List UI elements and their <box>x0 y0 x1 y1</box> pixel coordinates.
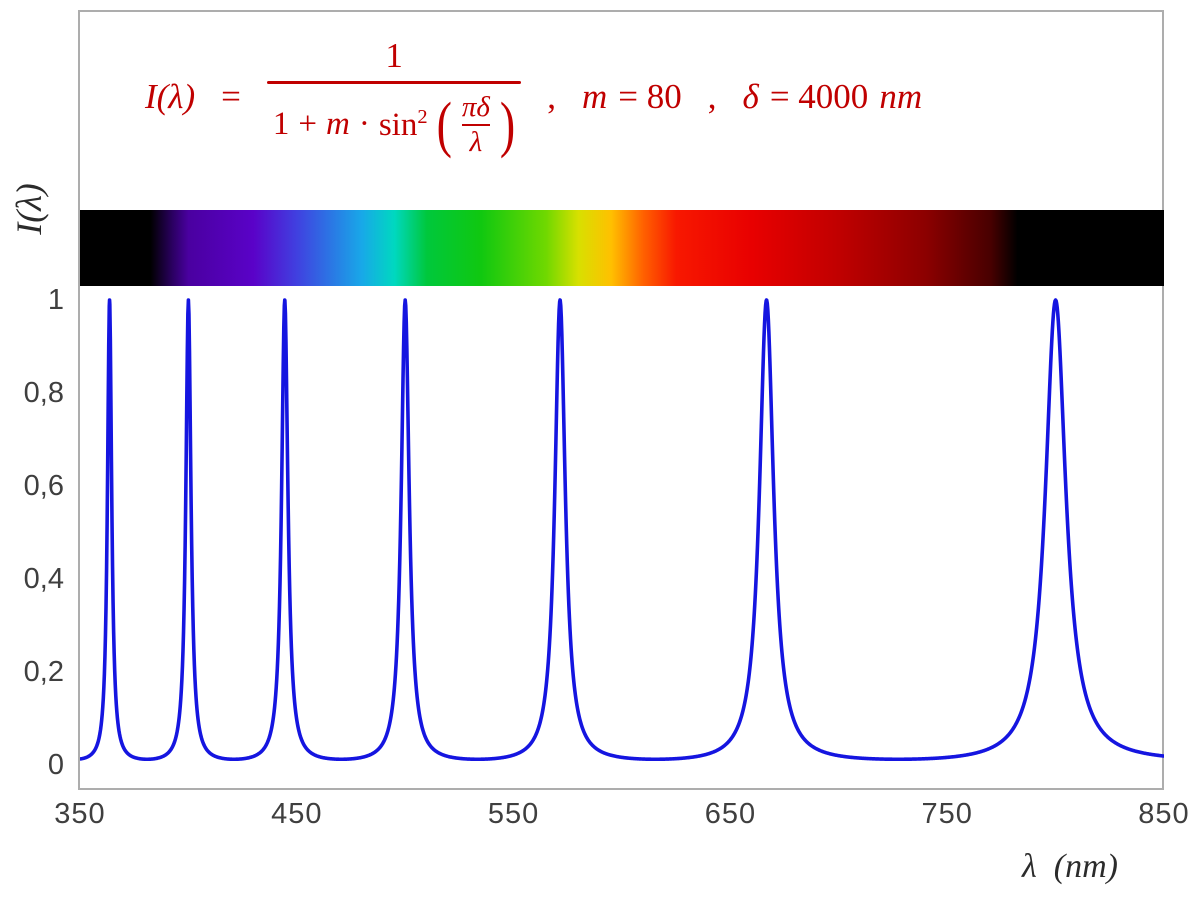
formula-lhs: I(λ) <box>145 77 196 116</box>
x-tick-label: 750 <box>921 798 973 830</box>
open-paren: ( <box>436 89 452 159</box>
x-axis-title: λ (nm) <box>1022 848 1118 885</box>
visible-spectrum-bar <box>80 210 1164 286</box>
inner-fraction-bar <box>461 123 490 126</box>
fraction-denominator: 1 + m · sin2 ( πδ λ ) <box>267 84 521 159</box>
formula: I(λ) = 1 1 + m · sin2 ( πδ λ ) , m <box>145 22 922 172</box>
intensity-plot <box>80 298 1164 762</box>
formula-equals: = <box>221 77 241 116</box>
den-plus: + <box>298 106 317 142</box>
x-tick-label: 550 <box>487 798 540 830</box>
plot-frame <box>78 10 1164 790</box>
param-delta: δ = 4000 nm <box>742 77 923 116</box>
y-tick-label: 0,6 <box>23 470 64 502</box>
close-paren: ) <box>499 89 516 159</box>
inner-numerator: πδ <box>461 90 490 123</box>
x-tick-label: 350 <box>54 798 106 830</box>
den-sin-squared: sin2 <box>378 105 428 143</box>
y-tick-label: 1 <box>47 284 64 316</box>
inner-fraction: πδ λ <box>461 90 490 159</box>
inner-denominator: λ <box>469 125 483 158</box>
y-tick-label: 0,8 <box>23 377 64 409</box>
den-dot: · <box>358 106 370 142</box>
x-tick-label: 650 <box>704 798 757 830</box>
param-m: m = 80 <box>582 77 682 116</box>
y-tick-label: 0,4 <box>23 563 64 595</box>
x-tick-label: 850 <box>1138 798 1190 830</box>
fraction-numerator: 1 <box>385 35 403 75</box>
x-tick-label: 450 <box>271 798 323 830</box>
y-tick-label: 0 <box>47 749 64 781</box>
y-axis-title: I(λ) <box>9 183 49 235</box>
fraction-bar <box>266 80 522 84</box>
formula-fraction: 1 1 + m · sin2 ( πδ λ ) <box>266 35 522 159</box>
comma-2: , <box>707 77 717 116</box>
y-tick-label: 0,2 <box>23 656 64 688</box>
comma-1: , <box>547 77 556 116</box>
den-one: 1 <box>272 106 290 142</box>
intensity-curve <box>80 298 1164 762</box>
den-m: m <box>326 106 350 142</box>
